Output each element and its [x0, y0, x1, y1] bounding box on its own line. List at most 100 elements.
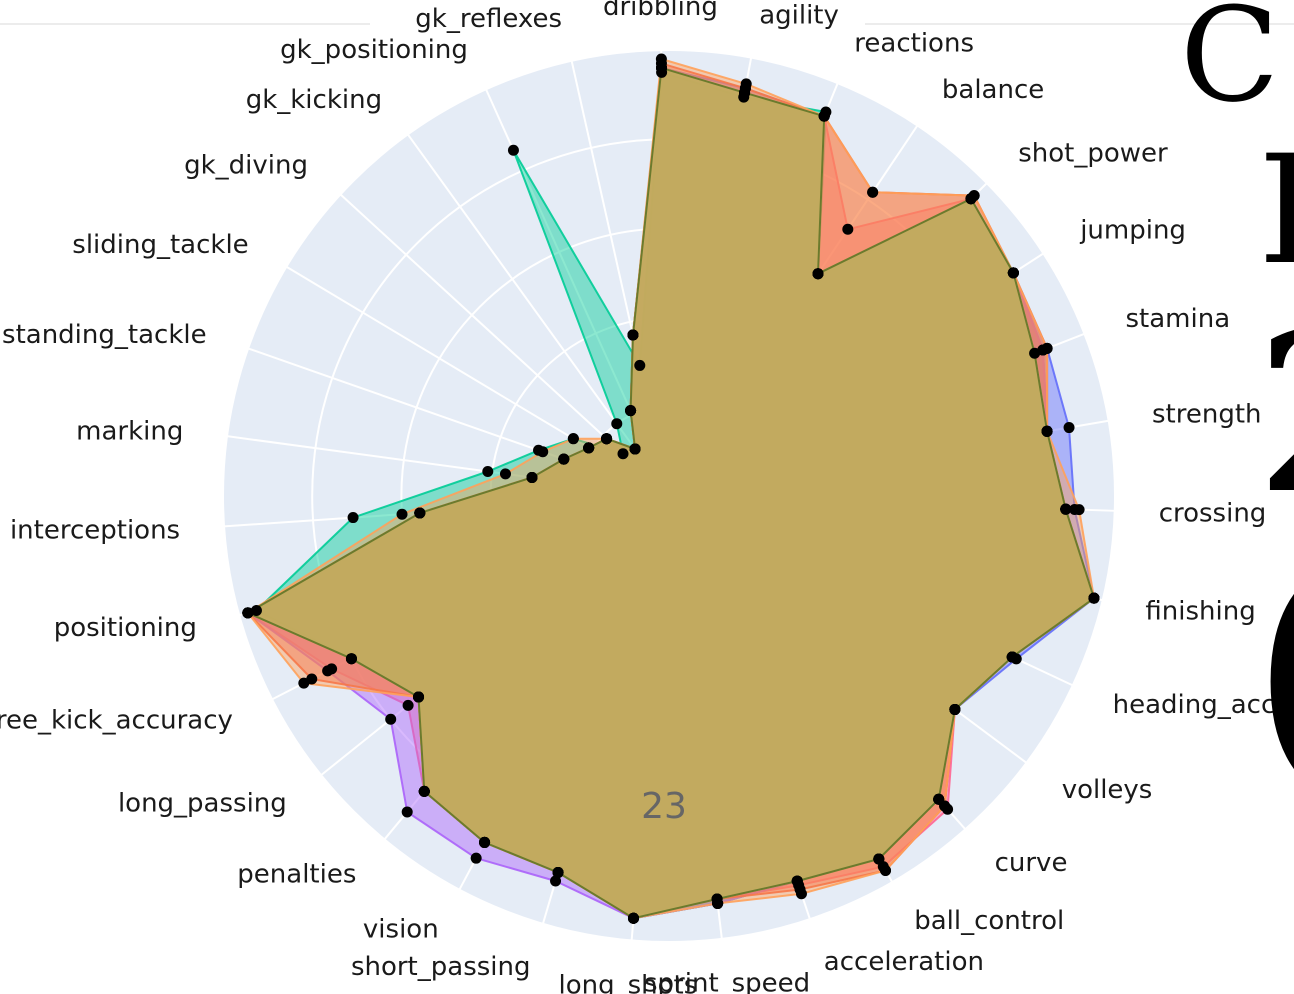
data-point: [1029, 347, 1041, 359]
center-label: 23: [641, 786, 687, 827]
data-point: [880, 865, 892, 877]
data-point: [795, 888, 807, 900]
data-point: [634, 359, 646, 371]
data-point: [949, 703, 961, 715]
data-point: [385, 713, 397, 725]
axis-label-vision: vision: [363, 915, 439, 945]
axis-label-balance: balance: [942, 75, 1044, 105]
data-point: [567, 433, 579, 445]
data-point: [537, 446, 549, 458]
data-point: [812, 268, 824, 280]
data-point: [867, 186, 879, 198]
axis-label-gk-positioning: gk_positioning: [280, 35, 468, 65]
data-point: [401, 806, 413, 818]
axis-label-heading-accuracy: heading_accuracy: [1113, 690, 1294, 720]
grid-ring: [222, 49, 1116, 943]
data-point: [298, 677, 310, 689]
data-point: [558, 453, 570, 465]
data-point: [526, 471, 538, 483]
data-point: [655, 53, 667, 65]
data-point: [1007, 267, 1019, 279]
axis-label-short-passing: short_passing: [351, 952, 531, 982]
data-point: [499, 468, 511, 480]
data-points: [242, 53, 1100, 924]
axis-label-agility: agility: [759, 0, 839, 30]
axis-label-crossing: crossing: [1159, 498, 1267, 528]
data-point: [1063, 422, 1075, 434]
data-point: [345, 653, 357, 665]
data-point: [625, 405, 637, 417]
axis-label-finishing: finishing: [1145, 597, 1255, 627]
data-point: [482, 465, 494, 477]
data-point: [818, 110, 830, 122]
data-point: [611, 418, 623, 430]
data-point: [470, 852, 482, 864]
data-point: [396, 508, 408, 520]
data-point: [629, 443, 641, 455]
axis-label-free-kick-accuracy: free_kick_accuracy: [0, 705, 233, 735]
axis-label-curve: curve: [995, 848, 1068, 878]
axis-label-positioning: positioning: [54, 613, 197, 643]
data-point: [413, 691, 425, 703]
data-point: [601, 433, 613, 445]
axis-label-stamina: stamina: [1126, 304, 1231, 334]
axis-label-dribbling: dribbling: [603, 0, 718, 22]
axis-label-long-shots: long_shots: [559, 970, 698, 994]
axis-label-penalties: penalties: [237, 859, 356, 889]
data-point: [242, 607, 254, 619]
axis-label-strength: strength: [1152, 399, 1262, 429]
axis-label-volleys: volleys: [1062, 775, 1153, 805]
axis-label-gk-kicking: gk_kicking: [246, 85, 382, 115]
data-point: [583, 442, 595, 454]
data-point: [418, 785, 430, 797]
side-glyph-paren: (: [1250, 520, 1294, 822]
data-point: [627, 912, 639, 924]
right-edge-glyphs: C E 2 (: [1180, 0, 1294, 822]
axis-label-standing-tackle: standing_tackle: [2, 320, 207, 350]
data-point: [933, 793, 945, 805]
data-point: [552, 866, 564, 878]
axis-label-sprint-speed: sprint_speed: [644, 969, 810, 994]
data-point: [656, 62, 668, 74]
data-point: [322, 665, 334, 677]
axis-label-jumping: jumping: [1079, 216, 1186, 246]
data-point: [1088, 592, 1100, 604]
side-glyph-2: 2: [1255, 286, 1294, 542]
data-point: [1073, 504, 1085, 516]
data-point: [479, 836, 491, 848]
data-point: [873, 853, 885, 865]
axis-label-reactions: reactions: [854, 28, 974, 58]
data-point: [791, 875, 803, 887]
side-glyph-e: E: [1258, 124, 1294, 298]
axis-label-interceptions: interceptions: [10, 515, 180, 545]
data-point: [402, 699, 414, 711]
side-glyph-c: C: [1180, 0, 1279, 131]
axis-label-gk-diving: gk_diving: [184, 151, 308, 181]
data-point: [617, 448, 629, 460]
data-point: [414, 507, 426, 519]
axis-label-marking: marking: [76, 416, 183, 446]
data-point: [507, 144, 519, 156]
axis-label-acceleration: acceleration: [824, 947, 984, 977]
data-point: [740, 78, 752, 90]
data-point: [739, 87, 751, 99]
data-point: [1006, 651, 1018, 663]
series-layer: [245, 58, 1096, 920]
data-point: [250, 605, 262, 617]
axis-label-long-passing: long_passing: [118, 789, 287, 819]
data-point: [1041, 425, 1053, 437]
data-point: [842, 223, 854, 235]
axis-spoke: [407, 133, 670, 497]
data-point: [1060, 503, 1072, 515]
data-point: [1041, 342, 1053, 354]
data-point: [550, 875, 562, 887]
data-point: [711, 893, 723, 905]
data-point: [347, 512, 359, 524]
data-point: [965, 193, 977, 205]
data-point: [627, 329, 639, 341]
axis-label-sliding-tackle: sliding_tackle: [72, 230, 248, 260]
axis-label-shot-power: shot_power: [1018, 138, 1168, 168]
axis-label-gk-reflexes: gk_reflexes: [415, 4, 562, 34]
